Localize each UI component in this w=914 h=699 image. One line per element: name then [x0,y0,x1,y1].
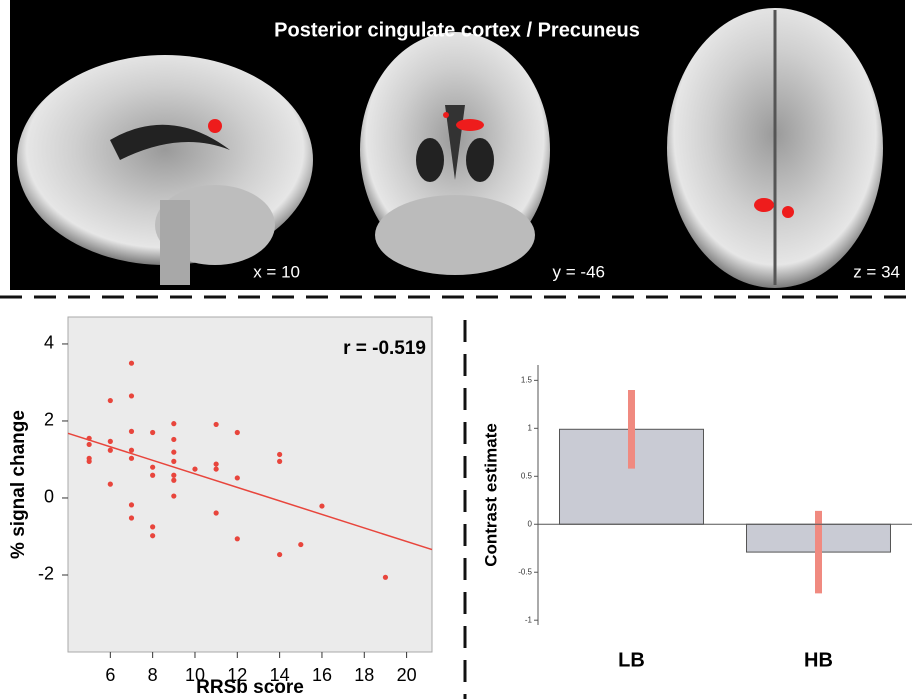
annotation: r = -0.519 [343,338,426,359]
data-point [129,448,134,453]
y-tick-label: 1 [528,423,533,432]
brain-coronal [360,32,550,275]
data-point [87,442,92,447]
y-tick-label: -1 [525,615,533,624]
data-point [129,429,134,434]
data-point [150,524,155,529]
y-tick-label: 1.5 [521,375,533,384]
plot-area [68,317,432,652]
data-point [150,533,155,538]
x-tick-label: 20 [397,665,417,685]
y-axis-label: % signal change [8,410,29,559]
y-tick-label: 0.5 [521,471,533,480]
data-point [129,515,134,520]
panel-title: Posterior cingulate cortex / Precuneus [274,19,640,41]
data-point [171,478,176,483]
data-point [214,510,219,515]
y-axis-label: Contrast estimate [481,423,500,567]
data-point [319,503,324,508]
data-point [150,473,155,478]
y-tick-label: 0 [44,487,54,507]
data-point [235,475,240,480]
x-tick-label: HB [804,649,833,671]
data-point [171,473,176,478]
data-point [87,436,92,441]
slice-label: y = -46 [553,262,605,281]
y-tick-label: 2 [44,410,54,430]
data-point [129,502,134,507]
data-point [150,465,155,470]
data-point [108,439,113,444]
x-tick-label: 18 [354,665,374,685]
brain-axial [667,8,883,288]
data-point [129,393,134,398]
data-point [298,542,303,547]
data-point [171,459,176,464]
data-point [277,552,282,557]
data-point [171,493,176,498]
data-point [214,466,219,471]
data-point [214,461,219,466]
slice-label: z = 34 [853,262,900,281]
data-point [129,456,134,461]
data-point [129,361,134,366]
data-point [171,450,176,455]
y-tick-label: -2 [38,564,54,584]
x-tick-label: 8 [148,665,158,685]
x-tick-label: LB [618,649,645,671]
data-point [171,421,176,426]
y-tick-label: -0.5 [518,567,532,576]
data-point [235,536,240,541]
data-point [235,430,240,435]
data-point [108,448,113,453]
data-point [383,575,388,580]
data-point [192,466,197,471]
data-point [214,422,219,427]
x-axis-label: RRSb score [196,677,304,698]
data-point [108,482,113,487]
y-tick-label: 4 [44,333,54,353]
x-tick-label: 6 [105,665,115,685]
data-point [277,452,282,457]
data-point [277,459,282,464]
slice-label: x = 10 [253,262,300,281]
figure: Posterior cingulate cortex / Precuneus x… [0,0,914,699]
data-point [108,398,113,403]
data-point [150,430,155,435]
data-point [171,437,176,442]
data-point [87,459,92,464]
x-tick-label: 16 [312,665,332,685]
y-tick-label: 0 [528,519,533,528]
